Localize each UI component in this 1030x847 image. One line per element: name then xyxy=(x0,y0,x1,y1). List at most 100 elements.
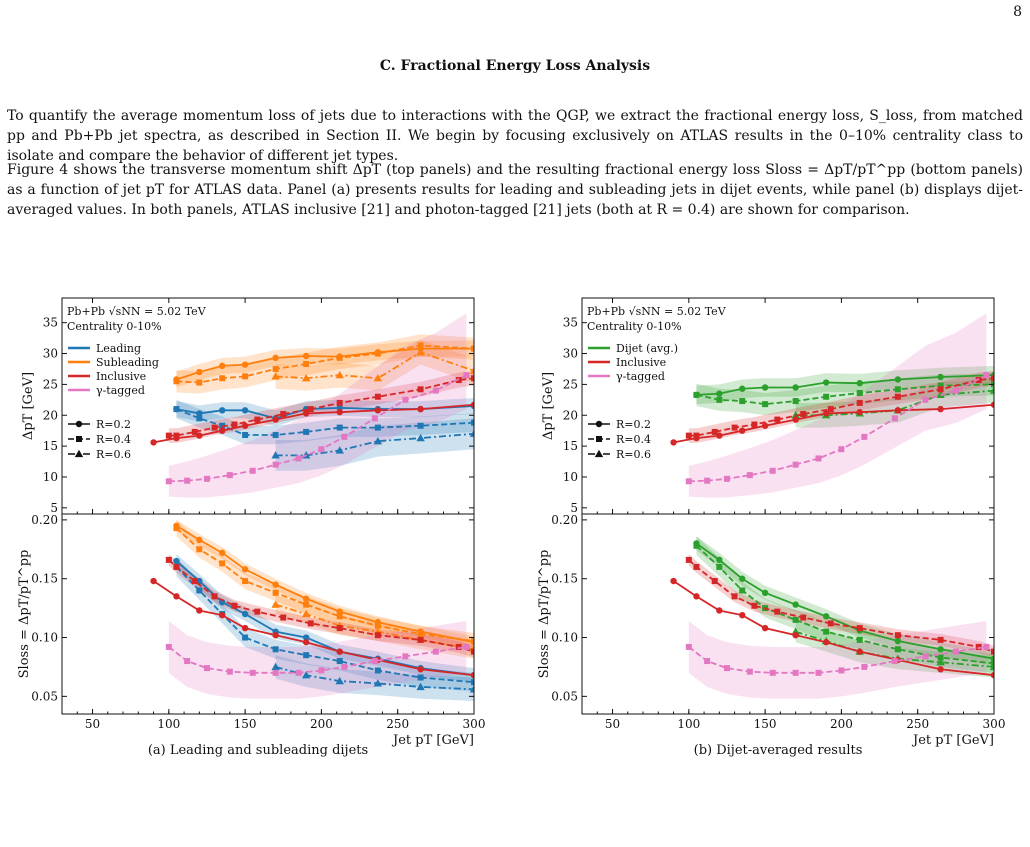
subleading-R=0.6-top-point xyxy=(469,366,474,374)
bottom-axes-frame xyxy=(61,513,475,715)
inclusive-R=0.2-top-point xyxy=(336,408,343,416)
gamma-R=0.4-top-uncertainty-band xyxy=(168,313,467,498)
leading-R=0.4-top-point xyxy=(173,406,180,413)
inclusive-R=0.4-bottom-point xyxy=(751,602,758,609)
section-title: C. Fractional Energy Loss Analysis xyxy=(379,58,651,74)
inclusive-R=0.4-top-point xyxy=(191,428,198,435)
inclusive-R=0.4-top-point xyxy=(856,399,863,406)
dijet-R=0.2-bottom-point xyxy=(990,655,994,662)
gamma-R=0.4-bottom-point xyxy=(341,663,348,670)
leading-R=0.4-bottom-line xyxy=(175,566,474,684)
leading-R=0.4-top-line xyxy=(176,408,474,436)
y-axis-label-top: ΔpT [GeV] xyxy=(541,372,556,440)
leading-R=0.4-bottom-point xyxy=(417,674,424,681)
gamma-R=0.4-top-point xyxy=(792,461,799,468)
gamma-R=0.4-bottom-uncertainty-band xyxy=(168,621,467,699)
dijet-R=0.4-top-point xyxy=(823,393,830,400)
leading-R=0.6-top-point xyxy=(271,451,280,459)
subleading-R=0.4-bottom-point xyxy=(471,638,474,645)
subleading-R=0.2-bottom-point xyxy=(219,549,226,557)
inclusive-R=0.2-bottom-point xyxy=(219,611,226,619)
leading-R=0.2-top-point xyxy=(241,407,249,414)
gamma-R=0.4-bottom-point xyxy=(685,643,692,650)
leading-R=0.6-bottom-point xyxy=(469,685,474,693)
dijet-R=0.2-top-point xyxy=(792,384,799,391)
gamma-R=0.4-bottom-point xyxy=(203,665,210,672)
leading-R=0.6-top-point xyxy=(469,429,474,437)
inclusive-R=0.4-bottom-point xyxy=(731,593,738,600)
leading-R=0.4-top-point xyxy=(417,422,424,429)
gamma-R=0.4-bottom-point xyxy=(249,669,256,676)
x-tick-label: 100 xyxy=(677,717,700,731)
dijet-R=0.4-top-point xyxy=(856,390,863,397)
legend-color-label: Leading xyxy=(96,342,141,355)
leading-R=0.2-bottom-point xyxy=(302,634,310,641)
inclusive-R=0.2-bottom-point xyxy=(196,607,203,614)
inclusive-R=0.2-bottom-point xyxy=(470,671,474,679)
gamma-R=0.4-top-point xyxy=(983,372,990,379)
inclusive-R=0.4-bottom-point xyxy=(254,608,261,615)
y-axis-label-top: ΔpT [GeV] xyxy=(21,372,36,440)
gamma-R=0.4-bottom-point xyxy=(723,665,730,672)
gamma-R=0.4-top-point xyxy=(432,387,439,394)
dijet-R=0.4-bottom-point xyxy=(693,542,700,549)
leading-R=0.4-top-point xyxy=(242,432,249,439)
gamma-R=0.4-top-point xyxy=(203,475,210,482)
dijet-R=0.4-bottom-point xyxy=(823,628,830,635)
plot-annotation: Pb+Pb √sNN = 5.02 TeV xyxy=(67,305,207,318)
gamma-R=0.4-top-point xyxy=(318,446,325,453)
leading-R=0.4-bottom-point xyxy=(242,634,249,641)
inclusive-R=0.4-top-point xyxy=(894,393,901,400)
legend-color-label: γ-tagged xyxy=(616,370,665,383)
subleading-R=0.4-bottom-point xyxy=(417,631,424,637)
inclusive-R=0.4-bottom-point xyxy=(856,625,863,632)
legend-style-label: R=0.6 xyxy=(616,448,651,461)
leading-R=0.6-bottom-point xyxy=(301,670,311,679)
leading-R=0.4-bottom-point xyxy=(336,658,343,665)
subleading-R=0.4-top-point xyxy=(272,365,279,372)
legend-style-label: R=0.2 xyxy=(616,418,651,431)
inclusive-R=0.2-bottom-point xyxy=(302,639,310,646)
inclusive-R=0.2-bottom-point xyxy=(716,607,723,614)
y-tick-label-top: 15 xyxy=(43,439,58,453)
inclusive-R=0.4-top-point xyxy=(711,428,718,435)
gamma-R=0.4-bottom-point xyxy=(704,658,711,665)
inclusive-R=0.2-top-point xyxy=(374,407,382,414)
gamma-R=0.4-top-point xyxy=(769,467,776,474)
x-tick-label: 50 xyxy=(85,717,100,731)
leading-R=0.4-bottom-point xyxy=(272,646,279,653)
leading-R=0.6-top-point xyxy=(416,433,425,442)
inclusive-R=0.4-top-point xyxy=(165,432,172,439)
inclusive-R=0.4-bottom-point xyxy=(827,620,834,627)
inclusive-R=0.2-top-point xyxy=(470,401,474,408)
inclusive-R=0.2-bottom-point xyxy=(822,639,830,646)
leading-R=0.4-bottom-point xyxy=(303,652,310,659)
x-tick-label: 250 xyxy=(386,717,409,731)
subleading-R=0.2-bottom-uncertainty-band xyxy=(176,519,474,649)
dijet-R=0.2-bottom-point xyxy=(739,575,746,582)
dijet-R=0.6-bottom-point xyxy=(936,658,945,666)
gamma-R=0.4-bottom-point xyxy=(952,648,959,655)
inclusive-R=0.4-bottom-point xyxy=(774,608,781,615)
legend-style-label: R=0.6 xyxy=(96,448,131,461)
gamma-R=0.4-bottom-point xyxy=(983,643,990,650)
gamma-R=0.4-top-point xyxy=(861,433,868,440)
inclusive-R=0.2-bottom-point xyxy=(739,611,746,619)
gamma-R=0.4-top-point xyxy=(402,396,409,403)
gamma-R=0.4-bottom-point xyxy=(891,658,898,665)
gamma-R=0.4-top-point xyxy=(295,455,302,462)
dijet-R=0.4-top-point xyxy=(894,386,901,393)
legend-color-label: Inclusive xyxy=(616,356,666,369)
leading-R=0.6-top-point xyxy=(373,436,383,445)
dijet-R=0.6-top-point xyxy=(989,386,994,394)
inclusive-R=0.2-bottom-point xyxy=(990,671,994,679)
leading-R=0.6-bottom-point xyxy=(416,682,425,691)
leading-R=0.4-top-point xyxy=(196,415,203,422)
inclusive-R=0.4-top-point xyxy=(731,424,738,431)
dijet-R=0.2-bottom-point xyxy=(761,589,769,597)
page-number: 8 xyxy=(1013,4,1022,20)
dijet-R=0.4-top-point xyxy=(739,398,746,405)
dijet-R=0.4-top-point xyxy=(937,382,944,389)
inclusive-R=0.4-top-point xyxy=(693,432,700,439)
dijet-R=0.4-top-point xyxy=(716,396,723,403)
